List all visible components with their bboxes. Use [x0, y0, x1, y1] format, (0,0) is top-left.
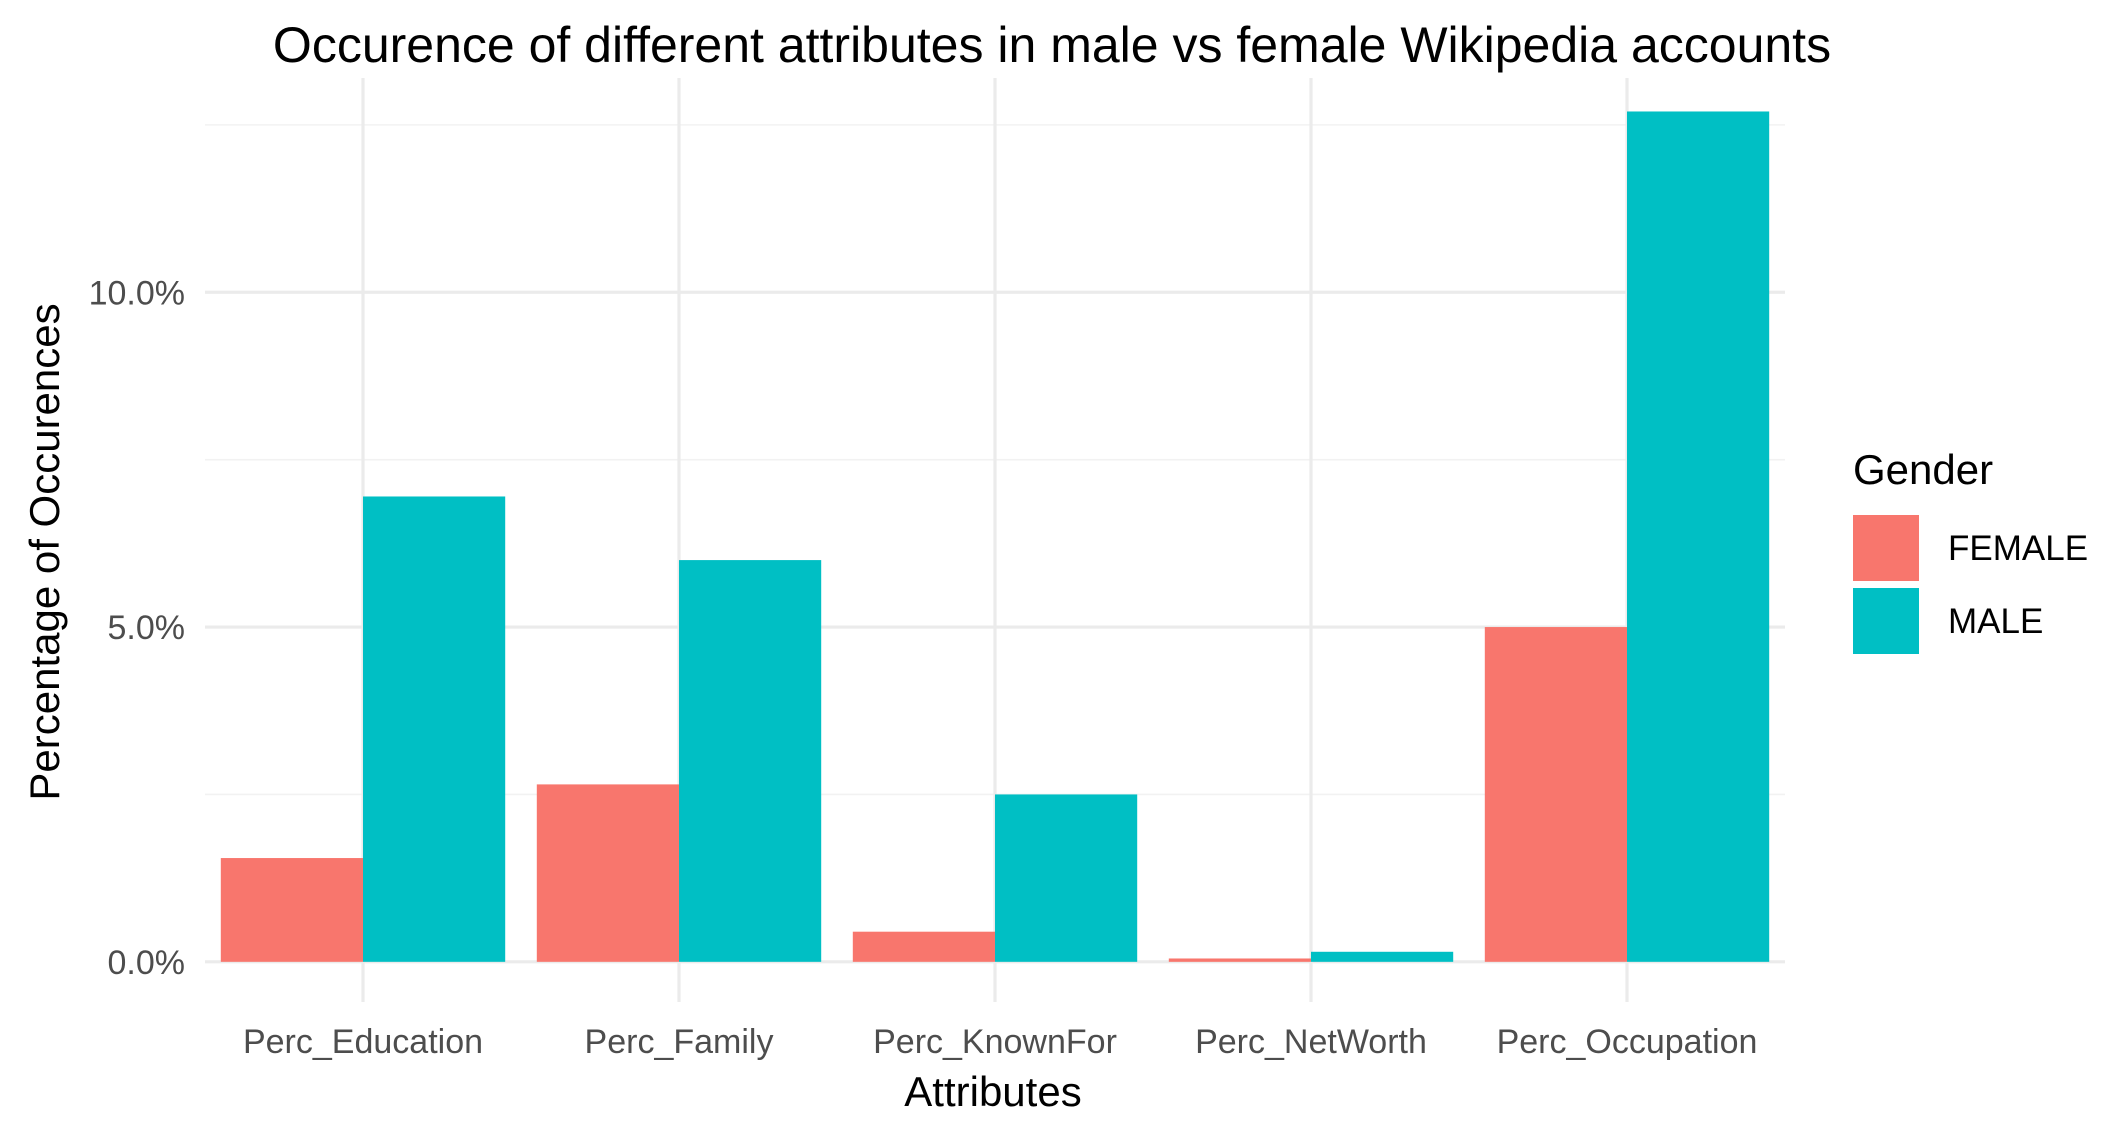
bar-female	[220, 858, 363, 962]
x-tick-label: Perc_NetWorth	[1195, 1023, 1427, 1061]
bar-female	[536, 784, 679, 962]
chart-title: Occurence of different attributes in mal…	[273, 17, 1831, 73]
bar-male	[995, 794, 1138, 962]
x-tick-label: Perc_Family	[585, 1023, 774, 1061]
bar-female	[852, 931, 995, 962]
bar-male	[1627, 111, 1770, 962]
x-axis-title: Attributes	[904, 1068, 1081, 1115]
bar-male	[679, 560, 822, 962]
y-tick-label: 0.0%	[108, 944, 186, 982]
y-tick-label: 5.0%	[108, 609, 186, 647]
legend-key-female	[1853, 515, 1919, 581]
y-axis-title: Percentage of Occurences	[21, 303, 68, 800]
x-tick-label: Perc_KnownFor	[873, 1023, 1117, 1061]
legend-label-male: MALE	[1948, 602, 2043, 641]
bar-male	[363, 496, 506, 962]
bars-layer	[220, 111, 1770, 962]
bar-female	[1484, 627, 1627, 962]
y-tick-label: 10.0%	[89, 274, 185, 312]
y-tick-labels: 0.0% 5.0% 10.0%	[89, 274, 185, 982]
legend-label-female: FEMALE	[1948, 529, 2088, 568]
legend-items: FEMALE MALE	[1853, 515, 2088, 654]
legend-key-male	[1853, 588, 1919, 654]
bar-male	[1311, 951, 1454, 962]
x-tick-label: Perc_Occupation	[1497, 1023, 1758, 1061]
bar-female	[1168, 958, 1311, 962]
x-tick-label: Perc_Education	[243, 1023, 483, 1061]
legend-title: Gender	[1853, 446, 1993, 493]
x-tick-labels: Perc_Education Perc_Family Perc_KnownFor Pe…	[243, 1023, 1757, 1061]
legend: Gender FEMALE MALE	[1853, 446, 2088, 654]
